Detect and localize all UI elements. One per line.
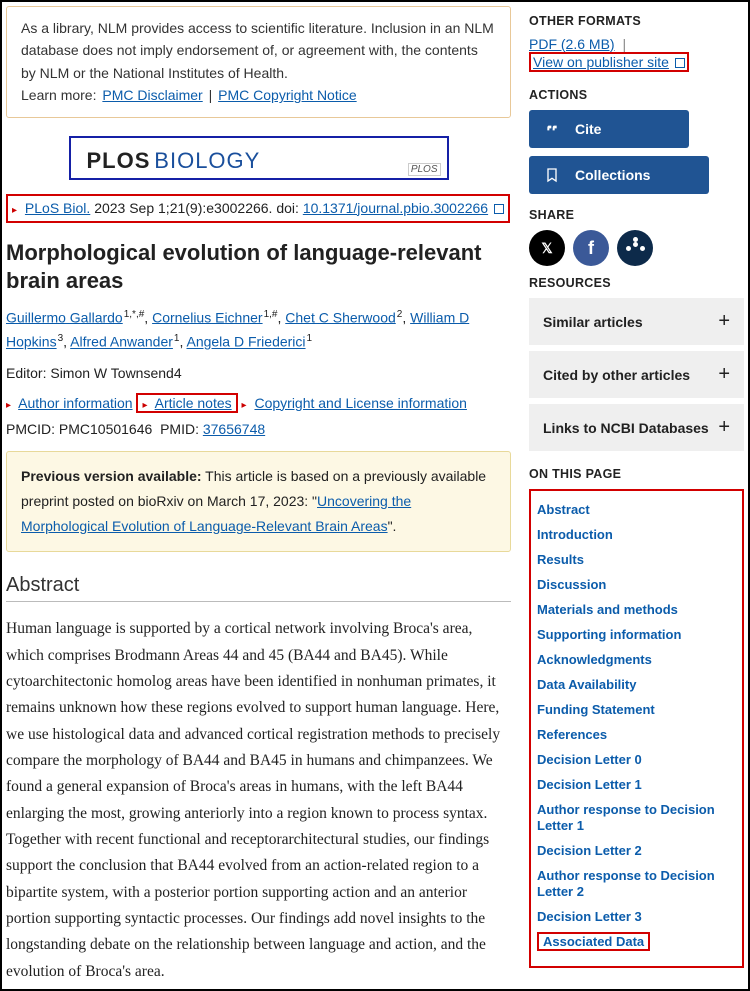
toc-link[interactable]: Acknowledgments: [537, 652, 652, 667]
disclaimer-text: As a library, NLM provides access to sci…: [21, 20, 494, 81]
toc-item: Decision Letter 2: [537, 842, 734, 858]
toc-item: Decision Letter 3: [537, 908, 734, 924]
toc-link[interactable]: Decision Letter 1: [537, 777, 642, 792]
bookmark-icon: [543, 166, 561, 184]
toc-box: Abstract Introduction Results Discussion Mat…: [529, 489, 744, 968]
collections-button[interactable]: Collections: [529, 156, 709, 194]
author-list: Guillermo Gallardo1,*,#, Cornelius Eichn…: [6, 306, 511, 355]
plus-icon: +: [718, 416, 730, 439]
toc-link[interactable]: Materials and methods: [537, 602, 678, 617]
nlm-disclaimer: As a library, NLM provides access to sci…: [6, 6, 511, 118]
toc-item: Introduction: [537, 526, 734, 542]
banner-word-biology: BIOLOGY: [154, 148, 260, 173]
journal-banner[interactable]: PLOS BIOLOGY PLOS: [69, 136, 449, 180]
author-link[interactable]: Chet C Sherwood: [285, 309, 396, 325]
toc-link[interactable]: Decision Letter 2: [537, 843, 642, 858]
pmc-copyright-link[interactable]: PMC Copyright Notice: [218, 87, 357, 103]
toc-link[interactable]: Supporting information: [537, 627, 681, 642]
toc-link[interactable]: Decision Letter 0: [537, 752, 642, 767]
toc-link[interactable]: Discussion: [537, 577, 606, 592]
preprint-notice: Previous version available: This article…: [6, 451, 511, 553]
quote-icon: [543, 120, 561, 138]
share-x-button[interactable]: 𝕏: [529, 230, 565, 266]
doi-link[interactable]: 10.1371/journal.pbio.3002266: [303, 200, 488, 216]
toc-item: Materials and methods: [537, 601, 734, 617]
toc-link[interactable]: Author response to Decision Letter 1: [537, 802, 715, 833]
toc-item: Decision Letter 1: [537, 776, 734, 792]
editor-row: Editor: Simon W Townsend4: [6, 365, 511, 381]
article-title: Morphological evolution of language-rele…: [6, 239, 511, 296]
learn-more-label: Learn more:: [21, 87, 96, 103]
pmid-link[interactable]: 37656748: [203, 421, 265, 437]
author-link[interactable]: Angela D Friederici: [186, 334, 305, 350]
external-link-icon: [675, 58, 685, 68]
banner-word-plos: PLOS: [87, 148, 151, 173]
toc-link[interactable]: Data Availability: [537, 677, 636, 692]
on-this-page-heading: ON THIS PAGE: [529, 467, 744, 481]
toc-item: Associated Data: [537, 933, 734, 949]
citation-box: ▸ PLoS Biol. 2023 Sep 1;21(9):e3002266. …: [6, 194, 510, 223]
meta-info-links: ▸ Author information ▸ Article notes ▸ C…: [6, 393, 511, 413]
pmc-disclaimer-link[interactable]: PMC Disclaimer: [102, 87, 202, 103]
toc-link[interactable]: References: [537, 727, 607, 742]
toc-item: Author response to Decision Letter 2: [537, 867, 734, 899]
publisher-site-link[interactable]: View on publisher site: [533, 54, 669, 70]
toc-item: References: [537, 726, 734, 742]
author-info-link[interactable]: Author information: [18, 395, 132, 411]
article-ids: PMCID: PMC10501646 PMID: 37656748: [6, 421, 511, 437]
toc-item: Acknowledgments: [537, 651, 734, 667]
toc-link[interactable]: Results: [537, 552, 584, 567]
plus-icon: +: [718, 363, 730, 386]
share-facebook-button[interactable]: f: [573, 230, 609, 266]
toc-item: Results: [537, 551, 734, 567]
toc-link[interactable]: Associated Data: [537, 932, 650, 951]
toc-link[interactable]: Abstract: [537, 502, 590, 517]
toc-link[interactable]: Author response to Decision Letter 2: [537, 868, 715, 899]
bullet-icon: ▸: [12, 203, 17, 218]
author-link[interactable]: Cornelius Eichner: [152, 309, 263, 325]
toc-item: Data Availability: [537, 676, 734, 692]
copyright-link[interactable]: Copyright and License information: [254, 395, 466, 411]
toc-item: Decision Letter 0: [537, 751, 734, 767]
toc-link[interactable]: Decision Letter 3: [537, 909, 642, 924]
share-more-button[interactable]: [617, 230, 653, 266]
article-notes-link[interactable]: Article notes: [155, 395, 232, 411]
cited-by-toggle[interactable]: Cited by other articles+: [529, 351, 744, 398]
cite-button[interactable]: Cite: [529, 110, 689, 148]
toc-item: Supporting information: [537, 626, 734, 642]
toc-item: Discussion: [537, 576, 734, 592]
resources-heading: RESOURCES: [529, 276, 744, 290]
author-link[interactable]: Alfred Anwander: [70, 334, 173, 350]
pub-info: 2023 Sep 1;21(9):e3002266. doi:: [94, 200, 299, 216]
pdf-link[interactable]: PDF (2.6 MB): [529, 36, 615, 52]
plus-icon: +: [718, 310, 730, 333]
toc-item: Abstract: [537, 501, 734, 517]
toc-item: Author response to Decision Letter 1: [537, 801, 734, 833]
external-link-icon: [494, 204, 504, 214]
similar-articles-toggle[interactable]: Similar articles+: [529, 298, 744, 345]
actions-heading: ACTIONS: [529, 88, 744, 102]
abstract-text: Human language is supported by a cortica…: [6, 616, 511, 985]
toc-link[interactable]: Funding Statement: [537, 702, 655, 717]
toc-link[interactable]: Introduction: [537, 527, 613, 542]
other-formats-heading: OTHER FORMATS: [529, 14, 744, 28]
ncbi-links-toggle[interactable]: Links to NCBI Databases+: [529, 404, 744, 451]
abstract-heading: Abstract: [6, 574, 511, 602]
author-link[interactable]: Guillermo Gallardo: [6, 309, 123, 325]
plos-logo-icon: PLOS: [408, 163, 441, 176]
share-heading: SHARE: [529, 208, 744, 222]
pdf-row: PDF (2.6 MB) | View on publisher site: [529, 36, 744, 72]
toc-item: Funding Statement: [537, 701, 734, 717]
journal-link[interactable]: PLoS Biol.: [25, 200, 90, 216]
